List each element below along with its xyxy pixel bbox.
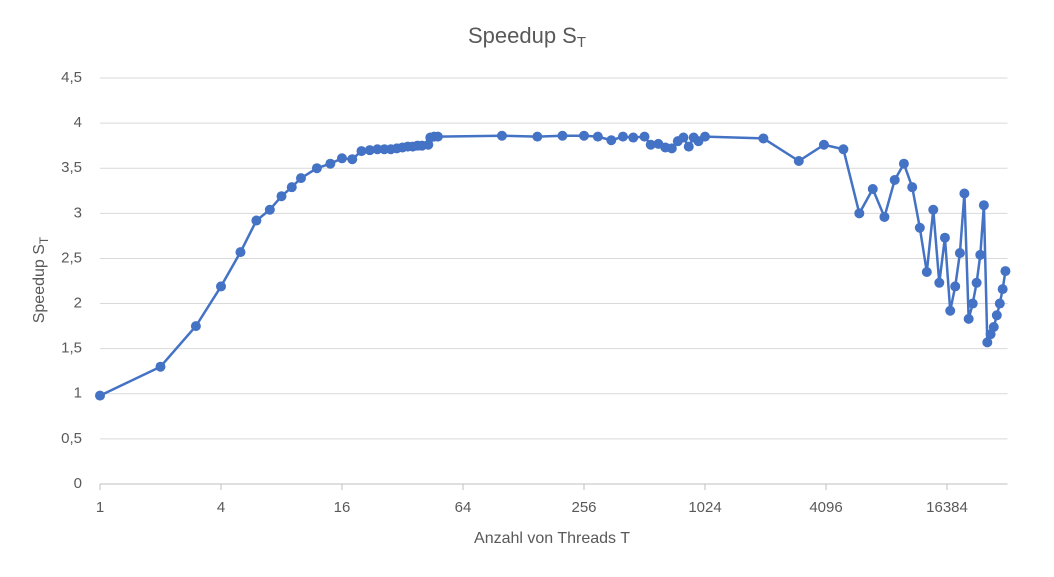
y-tick-label: 4,5	[61, 69, 82, 86]
data-point	[190, 321, 201, 332]
data-point	[907, 182, 918, 193]
data-point	[928, 204, 939, 215]
data-point	[678, 132, 689, 143]
data-point	[758, 133, 769, 144]
data-point	[592, 131, 603, 142]
data-point	[356, 146, 367, 157]
data-point	[988, 322, 999, 333]
data-point	[496, 130, 507, 141]
data-point	[264, 204, 275, 215]
data-point	[295, 173, 306, 184]
data-point	[959, 188, 970, 199]
x-tick-label: 16	[334, 499, 351, 516]
title-text: Speedup S	[468, 23, 577, 48]
y-tick-label: 3,5	[61, 159, 82, 176]
chart-title: Speedup ST	[468, 23, 586, 51]
data-point	[950, 281, 961, 292]
data-point	[337, 153, 347, 164]
y-tick-label: 0,5	[61, 430, 82, 447]
data-point	[325, 158, 336, 169]
data-point	[432, 131, 443, 142]
data-point	[934, 277, 945, 288]
data-point	[854, 208, 865, 219]
data-point	[963, 313, 974, 324]
data-point	[997, 284, 1008, 295]
data-point	[991, 310, 1002, 321]
data-point	[978, 200, 989, 211]
y-tick-label: 2	[74, 295, 82, 312]
data-point	[276, 191, 287, 202]
data-point	[838, 144, 849, 155]
data-point	[793, 156, 804, 167]
data-point	[311, 163, 322, 174]
data-point	[700, 131, 710, 142]
data-point	[606, 135, 617, 146]
y-tick-label: 2,5	[61, 249, 82, 266]
data-point	[898, 158, 909, 169]
data-point	[235, 247, 246, 258]
data-point	[286, 182, 297, 193]
data-point	[914, 222, 925, 233]
x-tick-label: 4096	[809, 499, 842, 516]
x-tick-label: 16384	[926, 499, 968, 516]
y-title-subscript: T	[37, 236, 51, 244]
data-point	[818, 139, 829, 150]
data-point	[867, 183, 878, 194]
data-point	[666, 143, 677, 154]
title-subscript: T	[577, 34, 586, 51]
data-point	[617, 131, 628, 142]
x-tick-label: 256	[571, 499, 596, 516]
data-point	[557, 130, 568, 141]
data-point	[994, 298, 1005, 309]
data-point	[975, 249, 986, 260]
y-tick-label: 1,5	[61, 340, 82, 357]
data-point	[645, 139, 656, 150]
y-axis-title: Speedup ST	[31, 236, 51, 323]
data-point	[879, 211, 890, 222]
data-point	[921, 266, 932, 277]
y-tick-label: 1	[74, 385, 82, 402]
data-point	[967, 298, 978, 309]
data-point	[251, 215, 262, 226]
data-point	[954, 248, 965, 259]
data-point	[683, 141, 694, 152]
data-line	[99, 134, 1007, 397]
x-tick-label: 64	[455, 499, 472, 516]
x-tick-label: 1024	[688, 499, 721, 516]
data-point	[364, 145, 375, 156]
data-point	[155, 361, 166, 372]
data-point	[971, 277, 982, 288]
data-point	[372, 144, 383, 155]
y-title-text: Speedup S	[31, 244, 48, 323]
y-tick-label: 0	[74, 475, 82, 492]
data-point	[945, 305, 956, 316]
y-tick-label: 4	[74, 114, 82, 131]
data-point	[1000, 266, 1011, 277]
data-point	[532, 131, 543, 142]
data-point	[889, 174, 900, 185]
x-tick-label: 4	[217, 499, 225, 516]
data-point	[982, 337, 993, 348]
data-point	[95, 390, 105, 401]
data-point	[579, 130, 589, 141]
data-point	[628, 132, 639, 143]
y-tick-label: 3	[74, 204, 82, 221]
x-tick-label: 1	[96, 499, 104, 516]
data-point	[939, 232, 950, 243]
x-axis-title: Anzahl von Threads T	[474, 530, 630, 547]
data-point	[639, 131, 650, 142]
data-point	[347, 154, 358, 165]
data-point	[216, 281, 226, 292]
